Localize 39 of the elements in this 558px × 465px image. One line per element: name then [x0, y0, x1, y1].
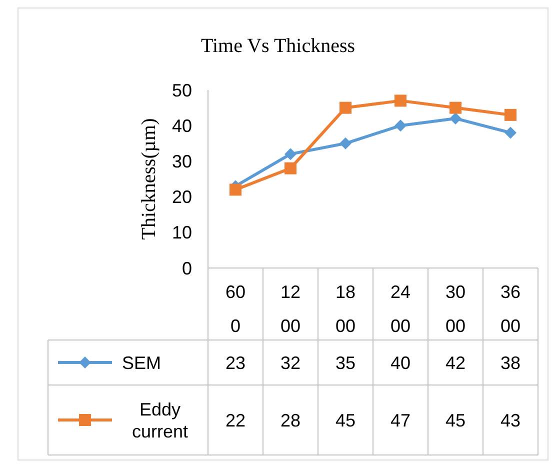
- legend-label: SEM: [122, 352, 162, 373]
- data-label: 45: [445, 410, 466, 430]
- data-label: 28: [280, 410, 301, 430]
- point: [284, 162, 296, 174]
- data-label: 32: [280, 352, 301, 373]
- y-tick-label: 50: [172, 80, 192, 100]
- data-label: 47: [390, 410, 411, 430]
- y-tick-label: 30: [172, 152, 192, 172]
- data-label: 40: [390, 352, 411, 373]
- chart-title: Time Vs Thickness: [200, 35, 356, 57]
- y-tick-label: 0: [182, 258, 192, 278]
- point: [340, 102, 352, 114]
- y-tick-label: 10: [172, 222, 192, 243]
- y-axis-title: Thickness(µm): [138, 118, 160, 240]
- data-label: 43: [500, 410, 521, 430]
- x-tick-label: 3600: [500, 282, 521, 336]
- x-tick-label: 1200: [280, 282, 301, 336]
- point: [284, 148, 296, 160]
- point: [394, 94, 406, 107]
- data-label: 22: [225, 410, 246, 430]
- point: [340, 137, 352, 150]
- y-tick-label: 40: [172, 116, 192, 136]
- y-tick-label: 20: [172, 187, 192, 208]
- point: [230, 184, 242, 196]
- data-label: 45: [335, 410, 356, 430]
- point: [450, 112, 462, 124]
- point: [504, 126, 516, 139]
- x-tick-label: 2400: [390, 282, 411, 336]
- x-tick-label: 600: [225, 282, 246, 336]
- x-tick-label: 3000: [445, 282, 466, 336]
- point: [504, 108, 516, 121]
- data-label: 38: [500, 352, 521, 373]
- legend-label: Eddy current: [132, 399, 188, 442]
- x-tick-label: 1800: [335, 282, 356, 336]
- data-label: 23: [225, 352, 246, 373]
- data-label: 42: [445, 352, 466, 373]
- point: [394, 120, 406, 132]
- data-label: 35: [335, 352, 356, 373]
- point: [450, 102, 462, 114]
